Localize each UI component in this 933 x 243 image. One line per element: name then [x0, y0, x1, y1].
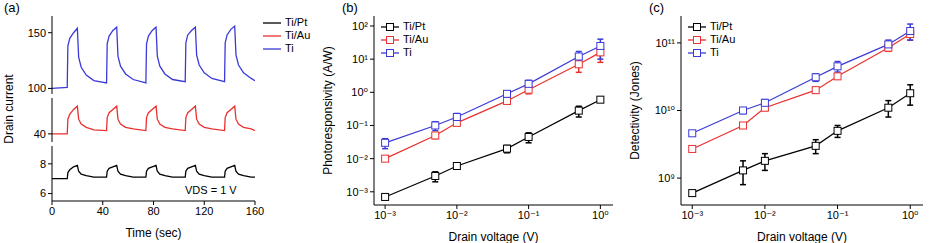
svg-text:6: 6 — [40, 187, 46, 199]
svg-text:10⁻²: 10⁻² — [754, 209, 776, 221]
svg-text:10¹⁰: 10¹⁰ — [655, 104, 676, 116]
svg-text:10⁰: 10⁰ — [351, 86, 368, 98]
svg-text:Detectivity (Jones): Detectivity (Jones) — [628, 61, 642, 160]
html-text:VDS = 1 V: VDS = 1 V — [185, 184, 237, 196]
svg-text:40: 40 — [34, 128, 46, 140]
svg-text:80: 80 — [147, 205, 159, 217]
svg-text:10⁰: 10⁰ — [902, 209, 919, 221]
svg-text:10⁻²: 10⁻² — [446, 209, 468, 221]
svg-text:10⁻³: 10⁻³ — [374, 209, 396, 221]
svg-text:10⁻³: 10⁻³ — [346, 186, 368, 198]
svg-text:10⁻¹: 10⁻¹ — [827, 209, 849, 221]
svg-text:Time (sec): Time (sec) — [125, 226, 181, 240]
html-text:Ti: Ti — [285, 42, 294, 54]
svg-text:8: 8 — [40, 158, 46, 170]
html-text:(b): (b) — [342, 0, 358, 15]
html-text:Ti: Ti — [710, 46, 719, 58]
svg-text:10¹¹: 10¹¹ — [655, 37, 675, 49]
html-text:Ti/Pt: Ti/Pt — [403, 20, 426, 32]
svg-text:160: 160 — [246, 205, 264, 217]
svg-text:Drain current: Drain current — [8, 74, 16, 144]
svg-text:Drain voltage (V): Drain voltage (V) — [757, 230, 847, 243]
svg-text:10⁹: 10⁹ — [658, 172, 675, 184]
svg-text:10⁻³: 10⁻³ — [681, 209, 703, 221]
html-text:Ti: Ti — [403, 46, 412, 58]
svg-text:10⁻²: 10⁻² — [346, 153, 368, 165]
html-text:(a): (a) — [4, 0, 20, 15]
html-text:Ti/Au: Ti/Au — [710, 33, 736, 45]
svg-text:Drain voltage (V): Drain voltage (V) — [448, 230, 538, 243]
svg-text:120: 120 — [195, 205, 213, 217]
svg-text:Photoresponsivity (A/W): Photoresponsivity (A/W) — [321, 46, 335, 175]
svg-text:10¹: 10¹ — [352, 53, 368, 65]
svg-text:100: 100 — [28, 82, 46, 94]
html-text:Ti/Au: Ti/Au — [285, 29, 311, 41]
html-text:Ti/Pt: Ti/Pt — [285, 16, 308, 28]
svg-text:150: 150 — [28, 27, 46, 39]
svg-text:10⁰: 10⁰ — [592, 209, 609, 221]
svg-text:40: 40 — [97, 205, 109, 217]
html-text:(c): (c) — [649, 0, 665, 15]
svg-text:10⁻¹: 10⁻¹ — [346, 119, 368, 131]
html-text:Ti/Au: Ti/Au — [403, 33, 429, 45]
svg-text:0: 0 — [49, 205, 55, 217]
svg-text:10²: 10² — [352, 20, 368, 32]
html-text:Ti/Pt: Ti/Pt — [710, 20, 733, 32]
svg-text:10⁻¹: 10⁻¹ — [518, 209, 540, 221]
